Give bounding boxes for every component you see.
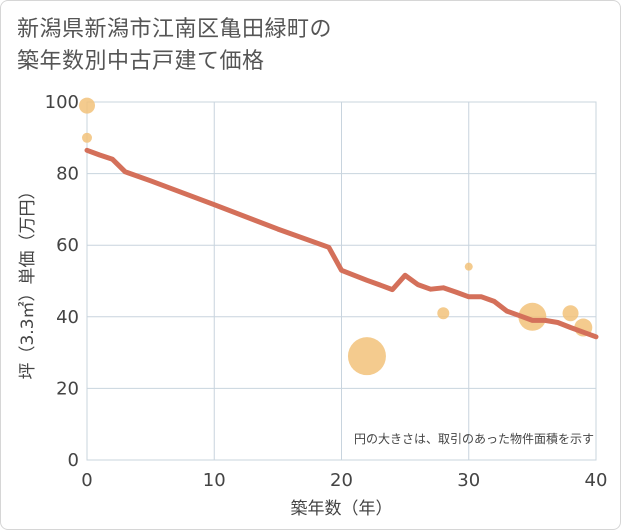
y-axis-label: 坪（3.3㎡）単価（万円） [18, 182, 38, 379]
x-axis-label: 築年数（年） [291, 499, 393, 519]
y-tick-label: 100 [45, 92, 79, 113]
y-tick-label: 0 [68, 450, 79, 471]
x-tick-label: 0 [81, 470, 92, 491]
y-tick-label: 80 [56, 164, 79, 185]
chart-title: 新潟県新潟市江南区亀田緑町の 築年数別中古戸建て価格 [17, 14, 332, 78]
y-tick-label: 40 [56, 307, 79, 328]
line-layer [84, 147, 599, 340]
tick-labels: 0 20 40 60 80 100 0 10 20 30 40 [45, 92, 608, 491]
bubble-layer [79, 97, 593, 376]
x-tick-label: 10 [203, 470, 226, 491]
data-bubble [518, 302, 547, 331]
data-bubble [562, 305, 579, 322]
data-bubble [464, 262, 473, 271]
grid [86, 101, 597, 461]
data-bubble [82, 132, 92, 143]
series-line [84, 147, 599, 340]
x-tick-label: 40 [585, 470, 608, 491]
data-bubble [347, 337, 386, 376]
x-tick-label: 20 [330, 470, 353, 491]
chart-title-line1: 新潟県新潟市江南区亀田緑町の [17, 17, 333, 42]
data-bubble [79, 97, 95, 114]
bubble-size-note: 円の大きさは、取引のあった物件面積を示す [354, 431, 594, 446]
x-tick-label: 30 [457, 470, 480, 491]
y-tick-label: 60 [56, 235, 79, 256]
chart-title-line2: 築年数別中古戸建て価格 [17, 49, 265, 74]
data-bubble [437, 307, 450, 320]
y-tick-label: 20 [56, 378, 79, 399]
